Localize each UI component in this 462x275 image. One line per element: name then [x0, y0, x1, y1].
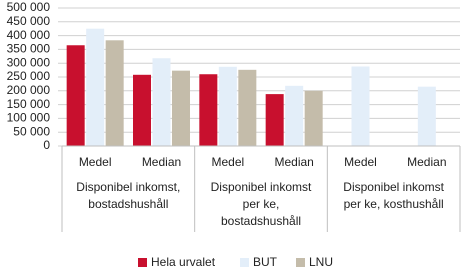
- bar: [133, 74, 151, 146]
- bar: [265, 94, 284, 146]
- y-tick-label: 350 000: [7, 42, 51, 56]
- y-tick-label: 450 000: [7, 14, 51, 28]
- legend-swatch: [138, 258, 147, 267]
- x-tick-label: Medel: [344, 155, 377, 169]
- bar: [172, 70, 190, 146]
- y-tick-label: 250 000: [7, 69, 51, 83]
- group-label: Disponibel inkomst: [343, 180, 444, 194]
- y-tick-label: 400 000: [7, 28, 51, 42]
- y-tick-label: 150 000: [7, 97, 51, 111]
- group-label: per ke, kosthushåll: [344, 197, 444, 211]
- bar: [105, 40, 124, 146]
- group-label: bostadshushåll: [221, 214, 301, 228]
- bar: [304, 90, 323, 146]
- x-tick-label: Median: [142, 155, 181, 169]
- y-tick-label: 300 000: [7, 55, 51, 69]
- y-tick-label: 500 000: [7, 0, 51, 14]
- group-label: bostadshushåll: [88, 197, 168, 211]
- group-label: Disponibel inkomst: [211, 180, 312, 194]
- y-tick-label: 50 000: [13, 124, 50, 138]
- bar: [66, 45, 85, 147]
- group-label: Disponibel inkomst,: [76, 180, 180, 194]
- bar: [86, 28, 105, 147]
- legend-swatch: [240, 258, 249, 267]
- x-tick-label: Medel: [79, 155, 112, 169]
- group-label: per ke,: [243, 197, 280, 211]
- legend-label: Hela urvalet: [151, 255, 216, 269]
- legend-label: LNU: [309, 255, 333, 269]
- y-tick-label: 200 000: [7, 83, 51, 97]
- bar: [238, 69, 257, 146]
- x-tick-label: Median: [274, 155, 313, 169]
- bar: [351, 66, 370, 146]
- x-tick-label: Medel: [211, 155, 244, 169]
- bar: [417, 86, 436, 146]
- legend-label: BUT: [253, 255, 278, 269]
- bar: [285, 85, 304, 146]
- bar: [218, 66, 237, 146]
- x-tick-label: Median: [407, 155, 446, 169]
- y-tick-label: 0: [43, 138, 50, 152]
- bar: [199, 74, 218, 146]
- bar: [152, 58, 171, 147]
- legend-swatch: [296, 258, 305, 267]
- y-tick-label: 100 000: [7, 111, 51, 125]
